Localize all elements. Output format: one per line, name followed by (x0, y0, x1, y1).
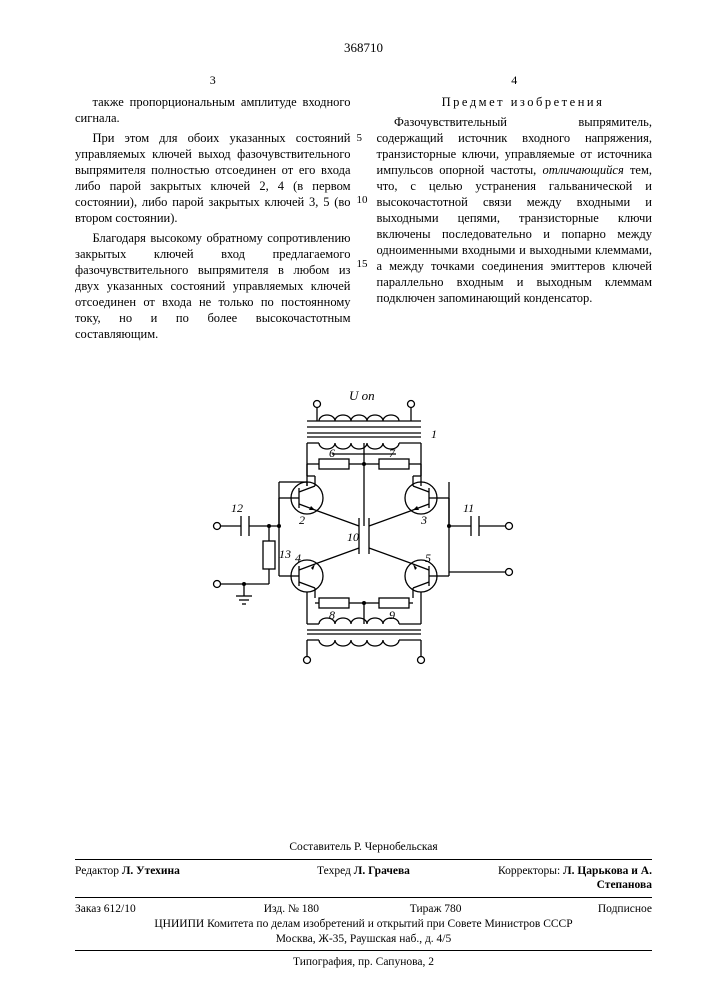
techred-name: Л. Грачева (354, 865, 410, 877)
subscription: Подписное (508, 902, 652, 917)
label-7: 7 (389, 446, 396, 460)
proof-cell: Корректоры: Л. Царькова и А. Степанова (460, 864, 652, 893)
label-2: 2 (299, 513, 305, 527)
divider-3 (75, 950, 652, 951)
left-paragraph-1: также пропорциональным амплитуде входног… (75, 94, 351, 126)
publisher-line-2: Москва, Ж-35, Раушская наб., д. 4/5 (75, 932, 652, 947)
right-paragraph-1: Фазочувствительный выпрямитель, содержащ… (377, 114, 653, 306)
imprint-row: Заказ 612/10 Изд. № 180 Тираж 780 Подпис… (75, 902, 652, 917)
left-column-number: 3 (75, 73, 351, 88)
label-12: 12 (231, 501, 243, 515)
document-number: 368710 (75, 40, 652, 57)
editor-name: Л. Утехина (122, 865, 180, 877)
claim-text-em: отличающийся (542, 163, 623, 177)
left-column: 3 также пропорциональным амплитуде входн… (75, 73, 351, 346)
label-13: 13 (279, 547, 291, 561)
right-column-number: 4 (377, 73, 653, 88)
label-11: 11 (463, 501, 474, 515)
label-3: 3 (420, 513, 427, 527)
publisher-line-1: ЦНИИПИ Комитета по делам изобретений и о… (75, 917, 652, 932)
line-number-gutter: 5 10 15 (357, 109, 371, 309)
label-6: 6 (329, 446, 335, 460)
circuit-diagram: U оп 1 (199, 386, 529, 680)
claim-text-b: тем, что, с целью устранения гальваничес… (377, 163, 653, 305)
editor-cell: Редактор Л. Утехина (75, 864, 267, 893)
editor-label: Редактор (75, 865, 119, 877)
techred-cell: Техред Л. Грачева (267, 864, 459, 893)
line-marker-10: 10 (357, 193, 368, 207)
label-5: 5 (425, 551, 431, 565)
proof-label: Корректоры: (498, 865, 560, 877)
divider-1 (75, 859, 652, 860)
line-marker-15: 15 (357, 257, 368, 271)
credits-row: Редактор Л. Утехина Техред Л. Грачева Ко… (75, 864, 652, 893)
proof-names: Л. Царькова и А. Степанова (563, 865, 652, 892)
tirage: Тираж 780 (364, 902, 508, 917)
right-column: 4 5 10 15 Предмет изобретения Фазочувств… (377, 73, 653, 346)
left-paragraph-3: Благодаря высокому обратному сопротивлен… (75, 230, 351, 342)
techred-label: Техред (317, 865, 351, 877)
circuit-svg: U оп 1 (199, 386, 529, 676)
edition-number: Изд. № 180 (219, 902, 363, 917)
colophon: Составитель Р. Чернобельская Редактор Л.… (75, 840, 652, 970)
divider-2 (75, 897, 652, 898)
claim-title: Предмет изобретения (377, 94, 653, 110)
left-paragraph-2: При этом для обоих указанных состояний у… (75, 130, 351, 226)
page: 368710 3 также пропорциональным амплитуд… (0, 0, 707, 1000)
order-number: Заказ 612/10 (75, 902, 219, 917)
label-4: 4 (295, 551, 301, 565)
compiler-line: Составитель Р. Чернобельская (75, 840, 652, 855)
line-marker-5: 5 (357, 131, 363, 145)
two-column-layout: 3 также пропорциональным амплитуде входн… (75, 73, 652, 346)
label-1: 1 (431, 427, 437, 441)
uop-label: U оп (349, 388, 375, 403)
label-9: 9 (389, 608, 395, 622)
label-10: 10 (347, 530, 359, 544)
typography-line: Типография, пр. Сапунова, 2 (75, 955, 652, 970)
